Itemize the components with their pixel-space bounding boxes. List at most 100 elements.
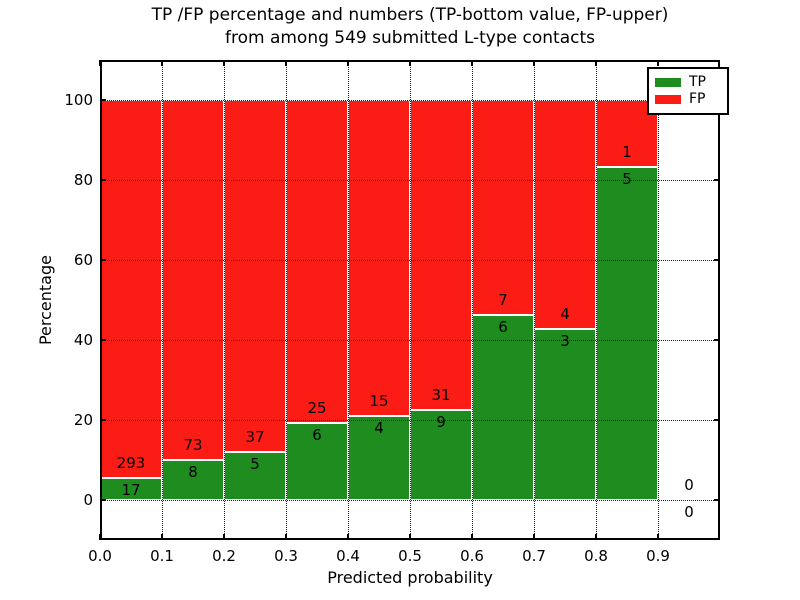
x-tick-label: 0.5	[398, 547, 422, 565]
x-tick-mark	[657, 534, 659, 540]
legend: TP FP	[647, 67, 729, 115]
bar-count-label-fp: 31	[431, 386, 451, 404]
bar-count-label-fp: 25	[307, 398, 327, 417]
bar-count-label-fp: 293	[116, 454, 146, 473]
x-tick-mark	[657, 60, 659, 66]
gridline-vertical	[533, 60, 535, 540]
y-tick-mark	[100, 499, 106, 501]
bar-count-label-fp: 1	[622, 142, 632, 161]
x-tick-label: 0.7	[522, 547, 546, 565]
x-tick-label: 0.9	[646, 547, 670, 565]
x-tick-mark	[285, 534, 287, 540]
x-tick-mark	[595, 60, 597, 66]
bar-count-label-fp: 4	[560, 304, 570, 323]
y-tick-mark	[100, 339, 106, 341]
bar-fp-segment	[348, 100, 410, 416]
x-tick-mark	[223, 534, 225, 540]
bar-tp-segment	[472, 315, 534, 500]
bar-fp-segment	[472, 100, 534, 316]
bar-count-label-tp: 6	[312, 425, 322, 444]
x-tick-label: 0.3	[274, 547, 298, 565]
x-tick-mark	[595, 534, 597, 540]
x-tick-mark	[161, 60, 163, 66]
plot-area: 293 17 73 8 37 5 25 6 15 4 31 9 7 6 4 3 1 5 0 0	[99, 60, 720, 540]
x-tick-mark	[285, 60, 287, 66]
bar-count-label-fp: 15	[369, 391, 389, 410]
x-tick-label: 0.2	[212, 547, 236, 565]
y-tick-mark	[100, 99, 106, 101]
chart-title: TP /FP percentage and numbers (TP-bottom…	[100, 4, 720, 50]
gridline-horizontal	[100, 179, 720, 181]
y-tick-mark	[100, 179, 106, 181]
gridline-vertical	[471, 60, 473, 540]
x-tick-mark	[533, 60, 535, 66]
legend-item-tp: TP	[655, 74, 721, 91]
gridline-horizontal	[100, 99, 720, 101]
gridline-horizontal	[100, 339, 720, 341]
x-tick-mark	[223, 60, 225, 66]
bar-fp-segment	[224, 100, 286, 453]
bar-tp-segment	[410, 410, 472, 500]
bar-count-label-tp: 5	[250, 455, 260, 474]
bar-count-label-tp: 6	[498, 318, 508, 337]
gridline-vertical	[285, 60, 287, 540]
bar-count-label-tp: 3	[560, 331, 570, 350]
x-tick-mark	[161, 534, 163, 540]
gridline-vertical	[223, 60, 225, 540]
bar-count-label-fp: 7	[498, 291, 508, 310]
x-tick-mark	[99, 60, 101, 66]
bar-fp-segment	[286, 100, 348, 423]
bar-count-label-fp: 37	[245, 428, 265, 447]
bar-fp-segment	[534, 100, 596, 329]
bar-count-label-tp: 0	[684, 503, 694, 521]
x-tick-mark	[409, 60, 411, 66]
x-tick-label: 0.0	[88, 547, 112, 565]
y-tick-label: 100	[64, 91, 93, 109]
legend-item-fp: FP	[655, 91, 721, 108]
x-tick-mark	[471, 60, 473, 66]
y-tick-mark	[714, 259, 720, 261]
y-tick-mark	[714, 179, 720, 181]
y-tick-mark	[714, 499, 720, 501]
x-tick-label: 0.8	[584, 547, 608, 565]
gridline-horizontal	[100, 419, 720, 421]
bar-count-label-tp: 9	[436, 413, 446, 431]
gridline-vertical	[409, 60, 411, 540]
bar-tp-segment	[534, 328, 596, 500]
x-tick-mark	[533, 534, 535, 540]
legend-label-tp: TP	[689, 74, 706, 90]
y-tick-label: 20	[73, 411, 93, 429]
x-axis-label: Predicted probability	[327, 568, 493, 587]
legend-label-fp: FP	[689, 91, 706, 107]
x-tick-mark	[471, 534, 473, 540]
y-tick-label: 0	[83, 491, 93, 509]
x-tick-label: 0.1	[150, 547, 174, 565]
y-tick-label: 60	[73, 251, 93, 269]
y-tick-mark	[714, 339, 720, 341]
y-tick-mark	[714, 419, 720, 421]
x-tick-mark	[99, 534, 101, 540]
gridline-vertical	[347, 60, 349, 540]
x-tick-label: 0.4	[336, 547, 360, 565]
bar-count-label-tp: 17	[121, 481, 141, 500]
bar-tp-segment	[348, 415, 410, 500]
bar-fp-segment	[162, 100, 224, 461]
gridline-horizontal	[100, 499, 720, 501]
y-tick-label: 40	[73, 331, 93, 349]
chart-title-line2: from among 549 submitted L-type contacts	[224, 28, 595, 48]
bar-count-label-fp: 73	[183, 436, 203, 455]
bar-fp-segment	[100, 100, 162, 479]
bar-tp-segment	[224, 452, 286, 500]
bar-tp-segment	[162, 460, 224, 500]
legend-swatch-tp-icon	[655, 78, 681, 87]
gridline-vertical	[161, 60, 163, 540]
x-tick-label: 0.6	[460, 547, 484, 565]
bar-tp-segment	[596, 166, 658, 500]
x-tick-mark	[347, 534, 349, 540]
chart-title-line1: TP /FP percentage and numbers (TP-bottom…	[151, 5, 669, 25]
legend-swatch-fp-icon	[655, 95, 681, 104]
gridline-vertical	[657, 60, 659, 540]
y-tick-label: 80	[73, 171, 93, 189]
gridline-vertical	[595, 60, 597, 540]
